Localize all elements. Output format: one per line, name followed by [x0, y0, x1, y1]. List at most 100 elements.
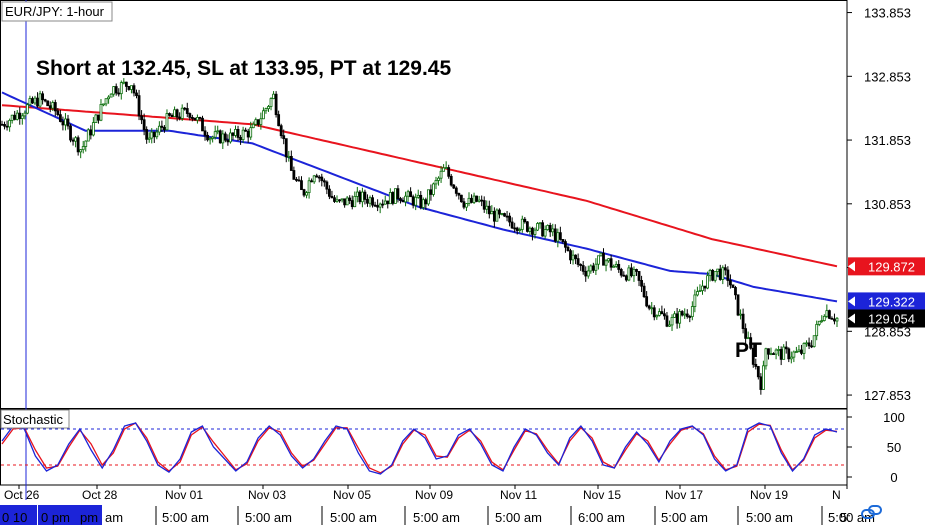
candle-body: [20, 115, 24, 119]
candle-body: [789, 356, 793, 360]
candle-body: [764, 348, 768, 367]
candle-body: [688, 316, 692, 318]
candle-body: [307, 180, 311, 193]
candle-body: [173, 109, 176, 118]
candle-body: [142, 119, 146, 130]
candle-body: [744, 328, 748, 339]
candle-body: [122, 81, 126, 84]
candle-body: [696, 291, 699, 296]
candle-body: [827, 310, 831, 319]
candle-body: [457, 192, 461, 196]
candle-body: [480, 199, 484, 202]
stochastic-tick-label: 50: [887, 440, 901, 455]
candle-body: [10, 114, 14, 121]
time-label: am: [105, 510, 123, 525]
candle-body: [53, 102, 57, 112]
candle-body: [434, 180, 438, 185]
candle-body: [581, 265, 585, 272]
candle-body: [640, 280, 643, 287]
candle-body: [386, 200, 390, 205]
candle-body: [99, 104, 103, 121]
candle-body: [472, 195, 476, 203]
candle-body: [665, 315, 669, 327]
candle-body: [5, 125, 9, 128]
candle-body: [492, 210, 496, 222]
candle-body: [541, 222, 544, 237]
link-icon[interactable]: [861, 505, 882, 519]
candle-body: [698, 290, 702, 292]
candle-body: [325, 181, 329, 190]
candle-body: [46, 100, 50, 107]
candle-body: [396, 188, 400, 199]
candle-body: [533, 229, 537, 235]
date-label: Nov 11: [500, 488, 537, 502]
candle-body: [322, 180, 326, 183]
price-tick-label: 128.853: [864, 324, 911, 339]
candle-body: [477, 199, 481, 202]
stochastic-lines: [1, 422, 847, 475]
candle-body: [223, 133, 227, 141]
candle-body: [678, 311, 682, 324]
candle-body: [178, 116, 182, 119]
candle-body: [208, 138, 212, 141]
candle-body: [564, 241, 567, 248]
candle-body: [454, 187, 458, 194]
candle-body: [515, 227, 519, 231]
candle-body: [124, 81, 128, 87]
candle-body: [729, 280, 732, 286]
candle-body: [41, 93, 45, 101]
candle-body: [421, 199, 425, 208]
candle-body: [254, 119, 258, 125]
candle-body: [310, 180, 314, 183]
candle-body: [655, 314, 659, 318]
candle-body: [231, 132, 235, 136]
candle-body: [262, 110, 265, 120]
candle-body: [234, 129, 237, 136]
candle-body: [586, 270, 590, 277]
candle-body: [576, 258, 580, 265]
time-label: 0 10: [2, 510, 27, 525]
candle-body: [145, 129, 149, 140]
candle-body: [690, 306, 694, 318]
candle-body: [406, 191, 410, 197]
candle-body: [589, 265, 593, 272]
candle-body: [236, 129, 240, 138]
candle-body: [642, 285, 646, 298]
candle-body: [305, 192, 308, 196]
candle-body: [333, 197, 336, 202]
candle-body: [180, 107, 184, 119]
candle-body: [381, 203, 385, 206]
ma-long-line: [1, 104, 838, 268]
candle-body: [229, 132, 232, 143]
candle-body: [320, 176, 324, 182]
candle-body: [51, 102, 55, 109]
candle-body: [424, 199, 428, 205]
candle-body: [355, 191, 359, 197]
time-label: 5:00 am: [245, 510, 292, 525]
candle-body: [624, 275, 628, 281]
candle-body: [112, 86, 116, 95]
candle-body: [706, 275, 709, 289]
time-label: 5:00 am: [413, 510, 460, 525]
candle-body: [23, 112, 27, 117]
candle-body: [168, 113, 171, 116]
candle-body: [693, 294, 697, 307]
symbol-title-box: [1, 1, 113, 22]
candle-body: [135, 92, 138, 97]
candle-body: [500, 213, 504, 215]
candle-body: [259, 118, 263, 125]
candle-body: [358, 191, 362, 203]
price-marker-label: 129.054: [868, 311, 915, 326]
candle-body: [602, 252, 605, 266]
candle-body: [632, 269, 636, 277]
candle-body: [33, 97, 37, 104]
candle-body: [822, 315, 826, 321]
candle-body: [739, 313, 742, 316]
candle-body: [627, 267, 631, 281]
candle-body: [716, 268, 720, 272]
candle-body: [71, 139, 75, 142]
candle-body: [211, 136, 215, 139]
candle-body: [579, 264, 583, 266]
candle-body: [8, 119, 12, 128]
